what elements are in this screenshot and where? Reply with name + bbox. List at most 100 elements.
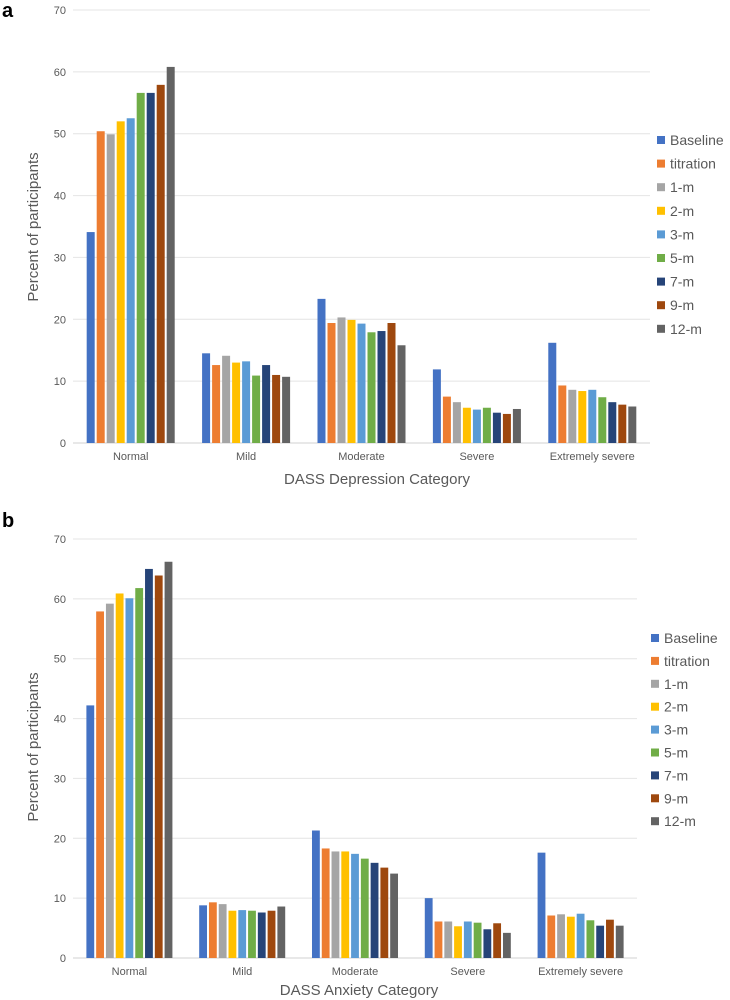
bar-baseline-extremely-severe — [537, 852, 546, 958]
y-tick-label: 50 — [54, 654, 66, 666]
bar-12-m-normal — [164, 561, 173, 958]
bar-baseline-extremely-severe — [548, 342, 557, 443]
legend-label: 9-m — [664, 790, 688, 806]
legend-swatch — [657, 301, 665, 310]
legend-label: Baseline — [670, 132, 724, 148]
bar-5-m-extremely-severe — [598, 397, 607, 443]
bar-5-m-mild — [252, 375, 261, 443]
x-category-label: Normal — [112, 966, 147, 978]
bar-7-m-severe — [492, 412, 501, 443]
bar-2-m-extremely-severe — [578, 391, 587, 443]
bar-baseline-mild — [199, 905, 208, 958]
legend-label: Baseline — [664, 630, 718, 646]
bar-3-m-moderate — [357, 323, 366, 443]
y-tick-label: 70 — [54, 534, 66, 546]
bar-7-m-moderate — [377, 331, 386, 443]
bar-7-m-extremely-severe — [608, 402, 617, 443]
bar-baseline-normal — [86, 232, 95, 443]
legend-label: 1-m — [670, 179, 694, 195]
panel-b: b 0 10 20 30 40 50 60 70 Normal Mild Moderate Seve… — [2, 510, 718, 999]
legend-label: 3-m — [664, 722, 688, 738]
bar-3-m-normal — [126, 118, 135, 443]
bar-baseline-moderate — [311, 830, 320, 958]
bar-5-m-normal — [135, 588, 144, 958]
panel-letter-b: b — [2, 510, 14, 532]
bar-12-m-severe — [512, 408, 521, 443]
bar-2-m-severe — [462, 407, 471, 443]
bar-5-m-severe — [473, 922, 482, 958]
bar-2-m-mild — [232, 362, 241, 443]
legend-label: 12-m — [664, 813, 696, 829]
legend-swatch — [657, 136, 665, 144]
legend-swatch — [657, 183, 665, 192]
bar-9-m-severe — [502, 413, 511, 443]
y-tick-label: 20 — [54, 833, 66, 845]
bar-2-m-moderate — [347, 319, 356, 443]
legend-swatch — [657, 324, 665, 333]
legend-label: 2-m — [664, 699, 688, 715]
bar-9-m-moderate — [380, 867, 389, 958]
x-category-label: Extremely severe — [550, 451, 635, 463]
bar-titration-severe — [442, 396, 451, 443]
bar-titration-extremely-severe — [547, 915, 556, 958]
x-category-label: Moderate — [338, 451, 384, 463]
bar-5-m-moderate — [367, 332, 376, 443]
bar-2-m-moderate — [341, 851, 350, 958]
bar-9-m-mild — [267, 910, 276, 958]
x-axis-title: DASS Anxiety Category — [280, 982, 439, 999]
bar-9-m-severe — [493, 923, 502, 958]
x-axis-title: DASS Depression Category — [284, 471, 470, 488]
bar-baseline-severe — [424, 898, 433, 958]
legend-label: 7-m — [664, 767, 688, 783]
y-tick-label: 30 — [54, 252, 66, 264]
legend-swatch — [651, 748, 659, 757]
legend-swatch — [651, 771, 659, 780]
legend-swatch — [651, 817, 659, 826]
bar-5-m-severe — [482, 407, 491, 443]
bar-9-m-moderate — [387, 323, 396, 443]
legend-label: 9-m — [670, 297, 694, 313]
legend-swatch — [657, 230, 665, 239]
legend-label: titration — [670, 156, 716, 172]
y-axis-title: Percent of participants — [25, 152, 42, 301]
bar-1-m-severe — [444, 921, 453, 958]
bar-titration-normal — [96, 131, 105, 444]
bar-3-m-normal — [125, 598, 134, 958]
bar-5-m-mild — [248, 910, 256, 958]
legend-swatch — [651, 634, 659, 642]
legend-swatch — [651, 679, 659, 688]
y-tick-label: 30 — [54, 773, 66, 785]
legend-label: 12-m — [670, 321, 702, 337]
y-tick-label: 60 — [54, 67, 66, 79]
bar-baseline-mild — [202, 353, 211, 443]
y-tick-label: 10 — [54, 376, 66, 388]
bar-3-m-mild — [238, 910, 247, 958]
bar-5-m-extremely-severe — [586, 920, 595, 958]
x-category-label: Mild — [232, 966, 252, 978]
bar-12-m-extremely-severe — [628, 406, 637, 443]
legend-label: 5-m — [670, 250, 694, 266]
bar-2-m-extremely-severe — [566, 916, 575, 958]
bar-7-m-moderate — [370, 862, 379, 958]
bar-1-m-severe — [452, 402, 461, 443]
bar-3-m-mild — [242, 361, 251, 443]
legend-swatch — [651, 725, 659, 734]
y-tick-label: 40 — [54, 191, 66, 203]
bar-5-m-moderate — [360, 858, 369, 958]
bar-7-m-mild — [257, 912, 266, 958]
y-tick-label: 50 — [54, 129, 66, 141]
bar-7-m-normal — [146, 92, 155, 443]
bar-titration-normal — [96, 611, 104, 958]
y-tick-label: 70 — [54, 5, 66, 17]
bar-titration-mild — [208, 902, 217, 958]
x-category-label: Severe — [450, 966, 485, 978]
legend-swatch — [651, 656, 659, 665]
bar-3-m-severe — [472, 409, 481, 443]
legend-label: 7-m — [670, 274, 694, 290]
legend-swatch — [657, 159, 665, 168]
bar-1-m-normal — [106, 134, 115, 443]
legend-swatch — [657, 254, 665, 262]
bar-7-m-severe — [483, 929, 492, 958]
bar-titration-extremely-severe — [558, 385, 567, 443]
